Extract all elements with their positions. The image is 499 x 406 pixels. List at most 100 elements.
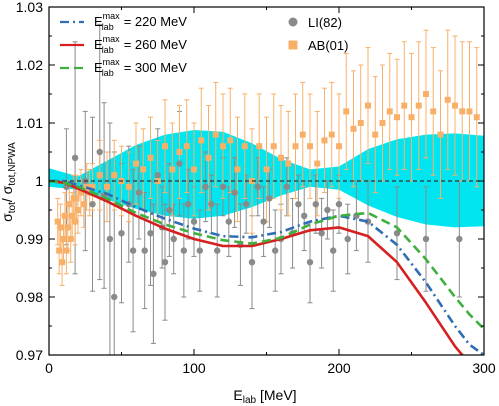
data-point-ab01 bbox=[292, 143, 299, 150]
data-point-ab01 bbox=[307, 143, 313, 150]
data-point-ab01 bbox=[321, 137, 328, 144]
data-point-ab01 bbox=[205, 154, 212, 161]
data-point-ab01 bbox=[336, 143, 342, 150]
data-point-ab01 bbox=[111, 172, 118, 179]
data-point-li82 bbox=[260, 218, 267, 225]
data-point-li82 bbox=[330, 247, 337, 254]
data-point-ab01 bbox=[473, 114, 480, 121]
data-point-li82 bbox=[135, 189, 143, 196]
data-point-li82 bbox=[214, 247, 221, 254]
data-point-ab01 bbox=[415, 102, 422, 109]
legend-entry-300: Emax lab = 300 MeV bbox=[94, 57, 187, 78]
data-point-ab01 bbox=[408, 114, 415, 121]
legend-entry-ab01: AB(01) bbox=[308, 38, 348, 53]
data-point-li82 bbox=[111, 293, 118, 301]
data-point-ab01 bbox=[285, 160, 292, 167]
data-point-li82 bbox=[306, 259, 314, 266]
data-point-ab01 bbox=[54, 218, 61, 225]
data-point-li82 bbox=[243, 201, 250, 208]
data-point-li82 bbox=[324, 206, 331, 214]
axis-ticks-layer: 0 100 200 300 0.97 0.98 0.99 1 1.01 1.02 1.03 bbox=[16, 0, 496, 376]
data-point-ab01 bbox=[176, 149, 183, 155]
data-point-ab01 bbox=[343, 108, 350, 115]
data-point-ab01 bbox=[278, 154, 284, 161]
x-tick-label: 100 bbox=[182, 360, 206, 376]
data-point-li82 bbox=[393, 230, 401, 237]
data-point-ab01 bbox=[227, 137, 234, 144]
data-point-li82 bbox=[318, 230, 325, 237]
data-point-ab01 bbox=[60, 236, 67, 242]
data-point-li82 bbox=[154, 172, 161, 179]
data-point-ab01 bbox=[77, 189, 84, 196]
data-point-ab01 bbox=[72, 218, 79, 225]
data-point-li82 bbox=[208, 201, 215, 208]
data-point-ab01 bbox=[198, 137, 205, 144]
data-point-li82 bbox=[283, 183, 290, 190]
x-tick-label: 300 bbox=[472, 360, 496, 376]
data-point-li82 bbox=[161, 259, 169, 266]
data-point-ab01 bbox=[75, 207, 81, 213]
data-point-li82 bbox=[312, 201, 319, 208]
data-point-ab01 bbox=[256, 143, 263, 150]
data-point-ab01 bbox=[64, 224, 71, 231]
data-point-li82 bbox=[301, 212, 308, 219]
data-point-ab01 bbox=[67, 236, 74, 242]
data-point-ab01 bbox=[350, 125, 357, 132]
y-tick-label: 0.98 bbox=[16, 289, 43, 305]
y-tick-label: 1.02 bbox=[16, 57, 43, 73]
legend-marker-li82 bbox=[288, 17, 298, 27]
data-point-ab01 bbox=[140, 166, 147, 173]
legend-entry-220: Emax lab = 220 MeV bbox=[94, 11, 187, 32]
data-point-ab01 bbox=[56, 247, 63, 254]
data-point-ab01 bbox=[459, 108, 466, 115]
data-point-ab01 bbox=[191, 166, 197, 173]
data-point-ab01 bbox=[423, 91, 429, 97]
data-point-ab01 bbox=[357, 120, 364, 126]
data-point-li82 bbox=[254, 183, 261, 190]
data-point-li82 bbox=[225, 218, 232, 225]
data-point-ab01 bbox=[147, 154, 154, 161]
data-point-li82 bbox=[295, 201, 302, 208]
data-point-ab01 bbox=[437, 131, 444, 138]
data-point-ab01 bbox=[183, 143, 190, 150]
data-point-ab01 bbox=[133, 160, 139, 167]
data-point-li82 bbox=[71, 154, 79, 161]
legend-entry-li82: LI(82) bbox=[308, 15, 342, 30]
data-point-ab01 bbox=[61, 212, 68, 219]
data-point-ab01 bbox=[365, 102, 371, 109]
y-tick-label: 0.97 bbox=[16, 347, 43, 363]
data-point-li82 bbox=[231, 189, 238, 196]
data-point-ab01 bbox=[69, 212, 76, 219]
data-point-li82 bbox=[344, 235, 351, 243]
data-point-li82 bbox=[147, 230, 154, 237]
y-tick-label: 1.01 bbox=[16, 115, 43, 131]
curve-260-mev bbox=[49, 179, 464, 355]
data-point-ab01 bbox=[66, 201, 73, 208]
model-curves-layer bbox=[49, 179, 484, 355]
data-point-li82 bbox=[170, 235, 177, 243]
data-point-li82 bbox=[335, 201, 343, 208]
data-point-ab01 bbox=[162, 143, 168, 150]
data-point-ab01 bbox=[59, 259, 66, 266]
x-tick-label: 0 bbox=[45, 360, 53, 376]
curve-300-mev bbox=[49, 179, 484, 330]
data-point-li82 bbox=[272, 247, 279, 254]
data-point-ab01 bbox=[125, 183, 132, 190]
data-point-ab01 bbox=[430, 108, 437, 115]
data-point-li82 bbox=[185, 201, 192, 208]
x-tick-label: 200 bbox=[327, 360, 351, 376]
data-point-li82 bbox=[196, 247, 203, 254]
data-point-ab01 bbox=[96, 172, 103, 179]
data-point-ab01 bbox=[80, 201, 87, 208]
data-point-li82 bbox=[180, 247, 188, 254]
data-point-li82 bbox=[266, 195, 273, 202]
data-point-ab01 bbox=[328, 131, 335, 138]
legend-marker-ab01 bbox=[288, 40, 298, 50]
data-point-ab01 bbox=[379, 120, 386, 126]
data-point-li82 bbox=[141, 247, 148, 254]
data-point-ab01 bbox=[169, 166, 176, 173]
data-point-ab01 bbox=[73, 195, 80, 202]
data-point-ab01 bbox=[89, 183, 96, 190]
data-point-li82 bbox=[422, 235, 430, 243]
